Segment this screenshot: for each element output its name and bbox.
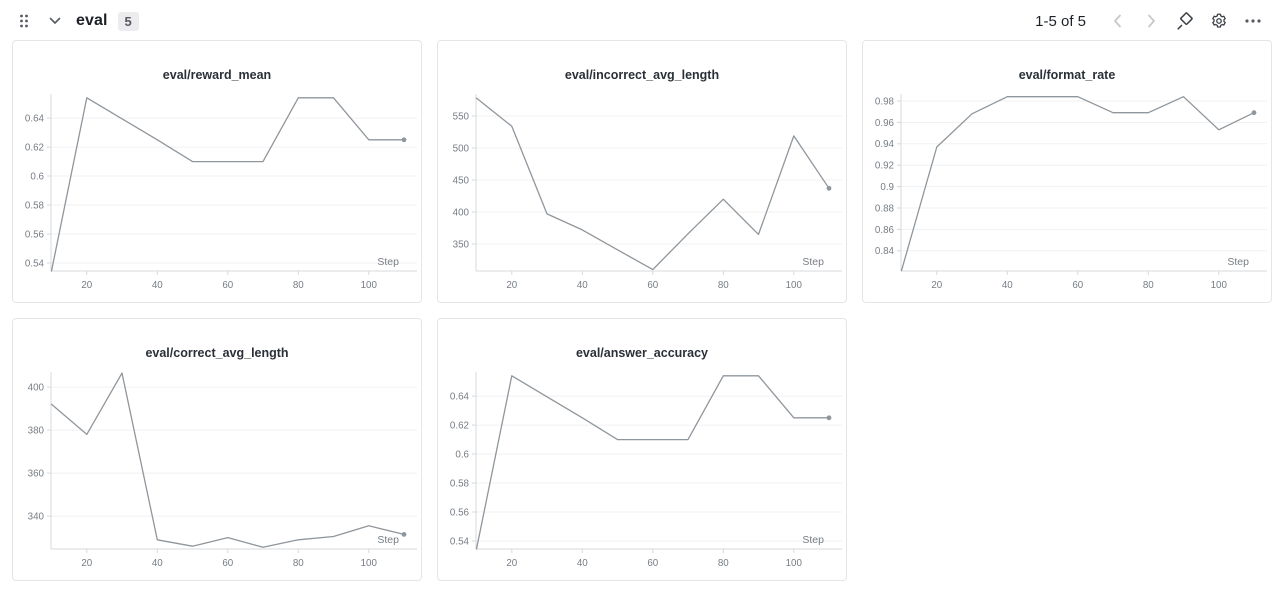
- svg-text:80: 80: [718, 280, 729, 291]
- svg-text:80: 80: [1143, 280, 1154, 291]
- svg-text:0.54: 0.54: [450, 536, 470, 547]
- section-title[interactable]: eval: [76, 12, 108, 29]
- drag-handle-glyph: [20, 14, 28, 28]
- svg-text:0.98: 0.98: [875, 96, 895, 107]
- svg-text:Step: Step: [377, 534, 399, 546]
- chart-panel-eval-format-rate[interactable]: eval/format_rate 0.84 0.86 0.88 0.9 0.92 0.94…: [862, 40, 1272, 303]
- svg-text:Step: Step: [377, 256, 399, 268]
- svg-text:0.92: 0.92: [875, 161, 894, 172]
- chart-plot-area[interactable]: 0.54 0.56 0.58 0.6 0.62 0.64 20 40 60 80 100 Step: [438, 364, 846, 580]
- svg-text:350: 350: [453, 239, 470, 250]
- svg-text:0.6: 0.6: [30, 171, 44, 182]
- svg-text:20: 20: [506, 280, 517, 291]
- chart-title: eval/answer_accuracy: [575, 346, 709, 360]
- svg-text:60: 60: [647, 558, 658, 569]
- svg-text:40: 40: [577, 280, 588, 291]
- pin-icon: [1176, 11, 1193, 30]
- svg-text:0.62: 0.62: [450, 421, 469, 432]
- line-chart-svg: 0.54 0.56 0.58 0.6 0.62 0.64 20 40 60 80 100 Step: [25, 94, 417, 291]
- svg-text:Step: Step: [1227, 256, 1249, 268]
- gear-icon: [1212, 13, 1226, 28]
- chart-panel-eval-correct-avg-length[interactable]: eval/correct_avg_length 340 360 380 400 20 40…: [12, 318, 422, 581]
- svg-text:80: 80: [293, 280, 304, 291]
- ellipsis-icon: [1245, 19, 1261, 23]
- svg-text:0.6: 0.6: [455, 449, 469, 460]
- chart-plot-area[interactable]: 340 360 380 400 20 40 60 80 100 Step: [13, 364, 421, 580]
- chart-plot-area[interactable]: 350 400 450 500 550 20 40 60 80 100 Step: [438, 86, 846, 302]
- svg-text:20: 20: [931, 280, 942, 291]
- chart-plot-area[interactable]: 0.84 0.86 0.88 0.9 0.92 0.94 0.96 0.98 20 40 60 80 1…: [863, 86, 1271, 302]
- svg-text:40: 40: [577, 558, 588, 569]
- line-chart-svg: 0.84 0.86 0.88 0.9 0.92 0.94 0.96 0.98 20 40 60 80 1…: [875, 94, 1267, 291]
- svg-text:380: 380: [28, 426, 45, 437]
- panel-section-header: eval 5 1-5 of 5: [0, 0, 1280, 40]
- svg-text:40: 40: [1002, 280, 1013, 291]
- svg-text:0.64: 0.64: [450, 392, 470, 403]
- line-chart-svg: 340 360 380 400 20 40 60 80 100 Step: [28, 372, 417, 569]
- panel-grid: eval/reward_mean 0.54 0.56 0.58 0.6 0.62 0.64…: [0, 40, 1280, 589]
- svg-text:0.88: 0.88: [875, 203, 895, 214]
- svg-text:0.64: 0.64: [25, 114, 45, 125]
- svg-text:360: 360: [28, 469, 45, 480]
- svg-text:550: 550: [453, 111, 470, 122]
- svg-text:100: 100: [786, 558, 803, 569]
- chevron-down-glyph: [49, 17, 61, 24]
- svg-text:40: 40: [152, 280, 163, 291]
- svg-text:0.58: 0.58: [25, 200, 45, 211]
- panel-count-badge: 5: [117, 11, 139, 31]
- svg-text:450: 450: [453, 175, 470, 186]
- chart-title: eval/format_rate: [1018, 68, 1116, 82]
- svg-text:60: 60: [222, 280, 233, 291]
- svg-text:20: 20: [81, 558, 92, 569]
- svg-text:0.9: 0.9: [880, 182, 894, 193]
- collapse-section-chevron-down-icon[interactable]: [44, 8, 66, 34]
- svg-text:0.56: 0.56: [450, 507, 470, 518]
- svg-text:340: 340: [28, 512, 45, 523]
- chart-title: eval/correct_avg_length: [145, 346, 289, 360]
- pagination-label: 1-5 of 5: [1035, 12, 1086, 30]
- chart-title: eval/incorrect_avg_length: [564, 68, 720, 82]
- next-page-button[interactable]: [1138, 8, 1164, 34]
- section-settings-button[interactable]: [1206, 8, 1232, 34]
- svg-text:Step: Step: [802, 256, 824, 268]
- line-chart-svg: 0.54 0.56 0.58 0.6 0.62 0.64 20 40 60 80 100 Step: [450, 372, 842, 569]
- chart-panel-eval-answer-accuracy[interactable]: eval/answer_accuracy 0.54 0.56 0.58 0.6 0.62…: [437, 318, 847, 581]
- chevron-left-icon: [1113, 14, 1121, 28]
- svg-text:20: 20: [81, 280, 92, 291]
- svg-text:Step: Step: [802, 534, 824, 546]
- chart-plot-area[interactable]: 0.54 0.56 0.58 0.6 0.62 0.64 20 40 60 80 100 Step: [13, 86, 421, 302]
- prev-page-button[interactable]: [1104, 8, 1130, 34]
- svg-text:500: 500: [453, 143, 470, 154]
- svg-text:60: 60: [222, 558, 233, 569]
- svg-text:80: 80: [293, 558, 304, 569]
- svg-text:100: 100: [1211, 280, 1228, 291]
- chart-panel-eval-incorrect-avg-length[interactable]: eval/incorrect_avg_length 350 400 450 500 55…: [437, 40, 847, 303]
- svg-text:60: 60: [1072, 280, 1083, 291]
- chevron-right-icon: [1147, 14, 1155, 28]
- svg-text:0.56: 0.56: [25, 229, 45, 240]
- svg-text:60: 60: [647, 280, 658, 291]
- svg-text:100: 100: [786, 280, 803, 291]
- svg-text:400: 400: [28, 383, 45, 394]
- svg-text:400: 400: [453, 207, 470, 218]
- svg-text:0.94: 0.94: [875, 139, 895, 150]
- svg-text:0.54: 0.54: [25, 258, 45, 269]
- svg-text:20: 20: [506, 558, 517, 569]
- drag-handle-icon[interactable]: [14, 8, 34, 34]
- section-overflow-menu-button[interactable]: [1240, 8, 1266, 34]
- pin-section-button[interactable]: [1172, 8, 1198, 34]
- chart-panel-eval-reward-mean[interactable]: eval/reward_mean 0.54 0.56 0.58 0.6 0.62 0.64…: [12, 40, 422, 303]
- svg-text:0.96: 0.96: [875, 118, 895, 129]
- line-chart-svg: 350 400 450 500 550 20 40 60 80 100 Step: [453, 94, 842, 291]
- svg-text:0.62: 0.62: [25, 143, 44, 154]
- svg-text:0.84: 0.84: [875, 246, 895, 257]
- svg-text:40: 40: [152, 558, 163, 569]
- svg-text:100: 100: [361, 280, 378, 291]
- svg-text:100: 100: [361, 558, 378, 569]
- svg-text:0.58: 0.58: [450, 478, 470, 489]
- svg-text:80: 80: [718, 558, 729, 569]
- svg-text:0.86: 0.86: [875, 225, 895, 236]
- chart-title: eval/reward_mean: [162, 68, 272, 82]
